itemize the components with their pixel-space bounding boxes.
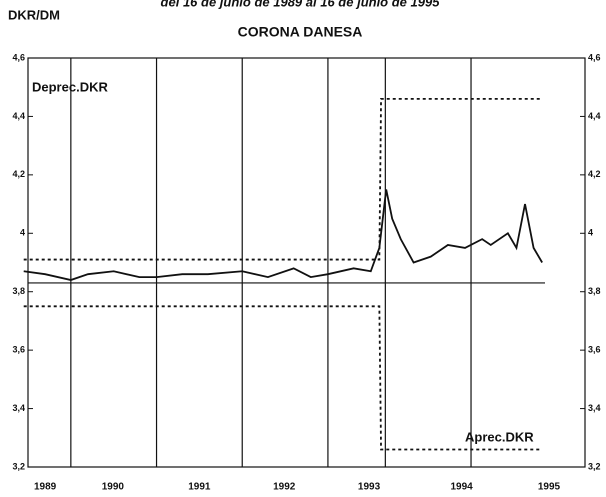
x-tick-label: 1995 xyxy=(538,482,561,493)
y-tick-label: 4 xyxy=(20,228,25,238)
y2-tick-label: 3,4 xyxy=(588,403,601,413)
x-tick-label: 1989 xyxy=(34,482,57,493)
y2-tick-label: 4,6 xyxy=(588,52,601,62)
y-tick-label: 4,2 xyxy=(12,169,25,179)
y-tick-label: 4,4 xyxy=(12,111,25,121)
x-tick-label: 1994 xyxy=(450,482,473,493)
y2-tick-label: 3,2 xyxy=(588,461,601,471)
y-tick-label: 3,4 xyxy=(12,403,25,413)
x-tick-label: 1993 xyxy=(358,482,381,493)
annotation: Aprec.DKR xyxy=(465,429,534,444)
annotation: Deprec.DKR xyxy=(32,79,108,94)
y-tick-label: 3,6 xyxy=(12,345,25,355)
chart-title: CORONA DANESA xyxy=(238,24,363,40)
y-tick-label: 3,2 xyxy=(12,461,25,471)
y2-tick-label: 4 xyxy=(588,228,593,238)
y2-tick-label: 4,4 xyxy=(588,111,601,121)
y-tick-label: 3,8 xyxy=(12,286,25,296)
y2-tick-label: 3,8 xyxy=(588,286,601,296)
x-tick-label: 1990 xyxy=(102,482,125,493)
y-tick-label: 4,6 xyxy=(12,52,25,62)
series-line xyxy=(23,305,543,451)
x-tick-label: 1992 xyxy=(273,482,296,493)
x-tick-label: 1991 xyxy=(188,482,211,493)
plot-frame xyxy=(27,57,586,468)
y-axis-label: DKR/DM xyxy=(8,7,60,22)
y2-tick-label: 3,6 xyxy=(588,345,601,355)
series-line xyxy=(23,189,543,281)
series-line xyxy=(23,98,543,261)
y2-tick-label: 4,2 xyxy=(588,169,601,179)
chart-subtitle: del 16 de junio de 1989 al 16 de junio d… xyxy=(161,0,441,9)
